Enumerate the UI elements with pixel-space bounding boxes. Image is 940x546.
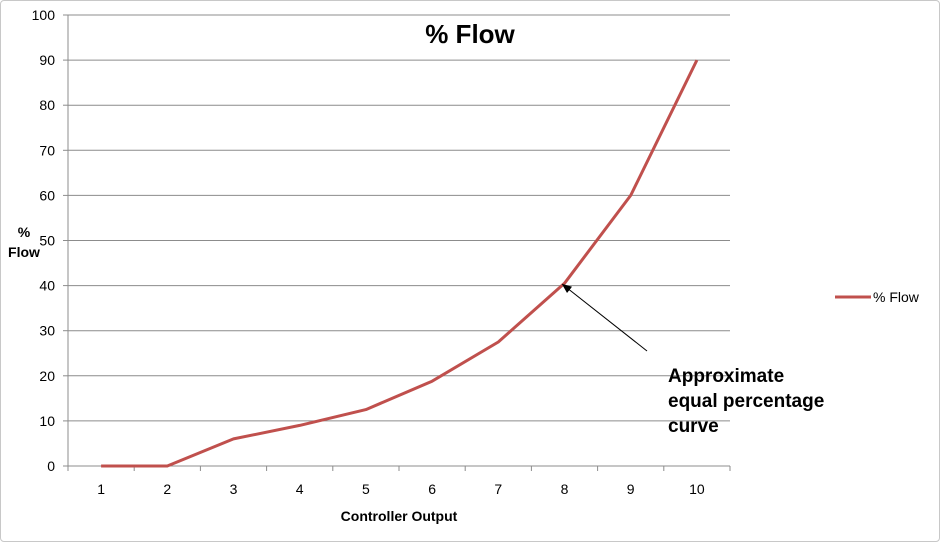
y-tick-labels: 0 10 20 30 40 50 60 70 80 90 100 <box>32 7 56 474</box>
axes <box>63 14 731 471</box>
x-tick-labels: 1 2 3 4 5 6 7 8 9 10 <box>97 481 705 497</box>
annotation-line-3: curve <box>668 416 719 437</box>
y-tick-label: 40 <box>39 278 55 294</box>
annotation-line-2: equal percentage <box>668 391 824 412</box>
y-tick-label: 90 <box>39 52 55 68</box>
y-tick-label: 30 <box>39 323 55 339</box>
y-axis-label-line1: % <box>18 224 31 240</box>
x-tick-label: 8 <box>561 481 569 497</box>
x-tick-label: 9 <box>627 481 635 497</box>
y-axis-label-line2: Flow <box>8 244 40 260</box>
y-tick-label: 60 <box>39 187 55 203</box>
legend: % Flow <box>835 289 920 305</box>
gridlines <box>68 14 730 422</box>
chart-title: % Flow <box>425 19 515 49</box>
y-tick-label: 0 <box>47 458 55 474</box>
y-tick-label: 70 <box>39 142 55 158</box>
x-tick-label: 2 <box>163 481 171 497</box>
y-tick-label: 50 <box>39 233 55 249</box>
x-tick-label: 7 <box>494 481 502 497</box>
series-line <box>101 59 699 468</box>
x-tick-label: 5 <box>362 481 370 497</box>
annotation: Approximate equal percentage curve <box>561 283 824 437</box>
x-axis-label: Controller Output <box>341 508 458 524</box>
y-tick-label: 10 <box>39 413 55 429</box>
x-tick-label: 1 <box>97 481 105 497</box>
legend-label: % Flow <box>873 289 920 305</box>
y-tick-label: 100 <box>32 7 56 23</box>
x-tick-label: 3 <box>230 481 238 497</box>
x-tick-label: 10 <box>689 481 705 497</box>
annotation-arrow <box>561 283 648 352</box>
y-tick-label: 80 <box>39 97 55 113</box>
x-tick-label: 6 <box>428 481 436 497</box>
y-tick-label: 20 <box>39 368 55 384</box>
series-lines <box>101 59 699 468</box>
x-tick-label: 4 <box>296 481 304 497</box>
annotation-line-1: Approximate <box>668 366 784 387</box>
